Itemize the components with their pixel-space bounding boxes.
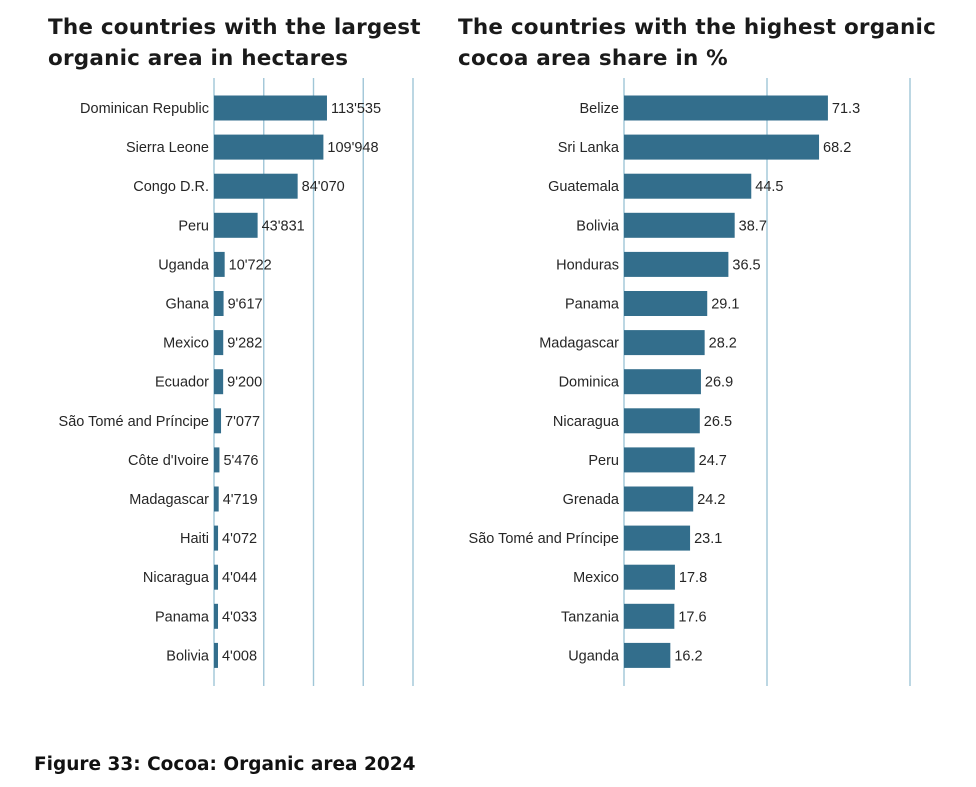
category-label: Guatemala: [548, 179, 620, 195]
bar: [214, 486, 219, 512]
data-label: 10'722: [229, 257, 272, 273]
data-label: 16.2: [674, 648, 702, 664]
bar: [214, 447, 220, 473]
data-label: 84'070: [302, 179, 345, 195]
data-label: 17.6: [678, 609, 706, 625]
category-label: São Tomé and Príncipe: [59, 414, 209, 430]
category-label: Tanzania: [561, 609, 620, 625]
category-label: Sierra Leone: [126, 140, 209, 156]
category-label: Honduras: [556, 257, 619, 273]
category-label: Madagascar: [539, 336, 619, 352]
data-label: 36.5: [732, 257, 760, 273]
chart-title-highest-share: The countries with the highest organic c…: [458, 15, 937, 71]
bar: [214, 95, 327, 121]
bar: [624, 603, 675, 629]
category-label: São Tomé and Príncipe: [469, 531, 619, 547]
category-label: Grenada: [563, 492, 620, 508]
category-label: Bolivia: [576, 218, 620, 234]
data-label: 109'948: [327, 140, 378, 156]
data-label: 4'033: [222, 609, 257, 625]
bar: [624, 564, 675, 590]
data-label: 7'077: [225, 414, 260, 430]
bar: [624, 251, 729, 277]
category-label: Nicaragua: [553, 414, 620, 430]
data-label: 28.2: [709, 336, 737, 352]
bar: [214, 251, 225, 277]
data-label: 113'535: [331, 101, 381, 117]
category-label: Congo D.R.: [133, 179, 209, 195]
category-label: Mexico: [163, 336, 209, 352]
bar: [214, 330, 224, 356]
bar: [624, 486, 694, 512]
category-label: Peru: [178, 218, 209, 234]
category-label: Peru: [588, 453, 619, 469]
data-label: 4'072: [222, 531, 257, 547]
category-label: Ecuador: [155, 375, 209, 391]
category-label: Côte d'Ivoire: [128, 453, 209, 469]
data-label: 44.5: [755, 179, 783, 195]
data-label: 24.2: [697, 492, 725, 508]
bar: [624, 291, 708, 316]
bar: [214, 408, 222, 434]
bar: [214, 291, 224, 316]
bar: [624, 173, 752, 199]
category-label: Bolivia: [166, 648, 210, 664]
data-label: 9'282: [227, 336, 262, 352]
bar: [214, 173, 298, 199]
data-label: 4'044: [222, 570, 257, 586]
data-label: 9'200: [227, 375, 262, 391]
category-label: Dominican Republic: [80, 101, 209, 117]
data-label: 5'476: [223, 453, 258, 469]
bar: [624, 447, 695, 473]
category-label: Belize: [580, 101, 620, 117]
bar: [214, 525, 219, 551]
figure-caption: Figure 33: Cocoa: Organic area 2024: [34, 754, 416, 775]
category-label: Mexico: [573, 570, 619, 586]
bar: [214, 603, 219, 629]
bar: [624, 369, 701, 395]
category-label: Uganda: [158, 257, 210, 273]
bar: [214, 369, 224, 395]
data-label: 24.7: [699, 453, 727, 469]
bar: [624, 525, 691, 551]
category-label: Nicaragua: [143, 570, 210, 586]
category-label: Dominica: [559, 375, 620, 391]
category-label: Panama: [565, 297, 620, 313]
category-label: Sri Lanka: [558, 140, 620, 156]
bar: [624, 642, 671, 668]
data-label: 4'008: [222, 648, 257, 664]
category-label: Ghana: [165, 297, 209, 313]
data-label: 43'831: [262, 218, 305, 234]
bar: [214, 212, 258, 238]
data-label: 17.8: [679, 570, 707, 586]
chart-title-largest-area: The countries with the largest organic a…: [48, 15, 421, 71]
bar: [214, 642, 218, 668]
bar: [624, 330, 705, 356]
data-label: 4'719: [223, 492, 258, 508]
bar: [624, 134, 820, 160]
category-label: Panama: [155, 609, 210, 625]
data-label: 9'617: [228, 297, 263, 313]
data-label: 23.1: [694, 531, 722, 547]
bar: [624, 95, 828, 121]
bar: [214, 134, 324, 160]
category-label: Uganda: [568, 648, 620, 664]
bar: [624, 212, 735, 238]
data-label: 68.2: [823, 140, 851, 156]
data-label: 29.1: [711, 297, 739, 313]
category-label: Haiti: [180, 531, 209, 547]
data-label: 38.7: [739, 218, 767, 234]
data-label: 26.9: [705, 375, 733, 391]
bar: [214, 564, 219, 590]
bar: [624, 408, 700, 434]
data-label: 71.3: [832, 101, 860, 117]
data-label: 26.5: [704, 414, 732, 430]
category-label: Madagascar: [129, 492, 209, 508]
